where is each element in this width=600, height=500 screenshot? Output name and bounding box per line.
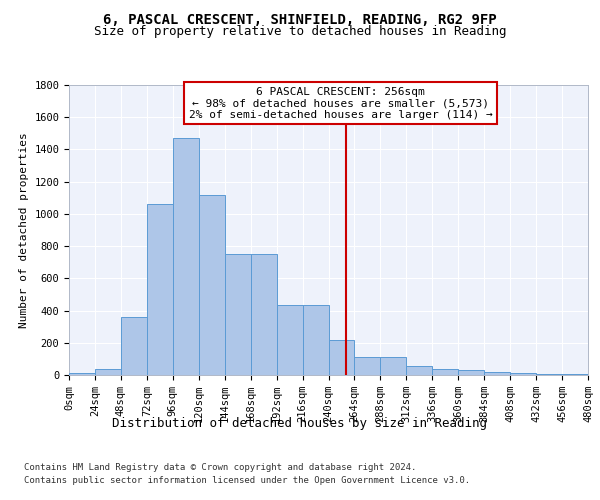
Bar [536, 374, 562, 375]
Text: Size of property relative to detached houses in Reading: Size of property relative to detached ho… [94, 25, 506, 38]
Bar [251, 254, 277, 375]
Bar [329, 340, 355, 375]
Bar [225, 254, 251, 375]
Bar [199, 194, 224, 375]
Bar [484, 372, 510, 375]
Y-axis label: Number of detached properties: Number of detached properties [19, 132, 29, 328]
Bar [432, 368, 458, 375]
Bar [147, 204, 173, 375]
Bar [95, 370, 121, 375]
Bar [510, 374, 536, 375]
Bar [380, 358, 406, 375]
Text: 6 PASCAL CRESCENT: 256sqm
← 98% of detached houses are smaller (5,573)
2% of sem: 6 PASCAL CRESCENT: 256sqm ← 98% of detac… [188, 86, 492, 120]
Text: 6, PASCAL CRESCENT, SHINFIELD, READING, RG2 9FP: 6, PASCAL CRESCENT, SHINFIELD, READING, … [103, 12, 497, 26]
Bar [173, 138, 199, 375]
Text: Distribution of detached houses by size in Reading: Distribution of detached houses by size … [113, 418, 487, 430]
Bar [562, 374, 588, 375]
Bar [406, 366, 432, 375]
Bar [355, 358, 380, 375]
Bar [277, 305, 302, 375]
Text: Contains HM Land Registry data © Crown copyright and database right 2024.: Contains HM Land Registry data © Crown c… [24, 462, 416, 471]
Text: Contains public sector information licensed under the Open Government Licence v3: Contains public sector information licen… [24, 476, 470, 485]
Bar [69, 374, 95, 375]
Bar [458, 370, 484, 375]
Bar [302, 305, 329, 375]
Bar [121, 317, 147, 375]
